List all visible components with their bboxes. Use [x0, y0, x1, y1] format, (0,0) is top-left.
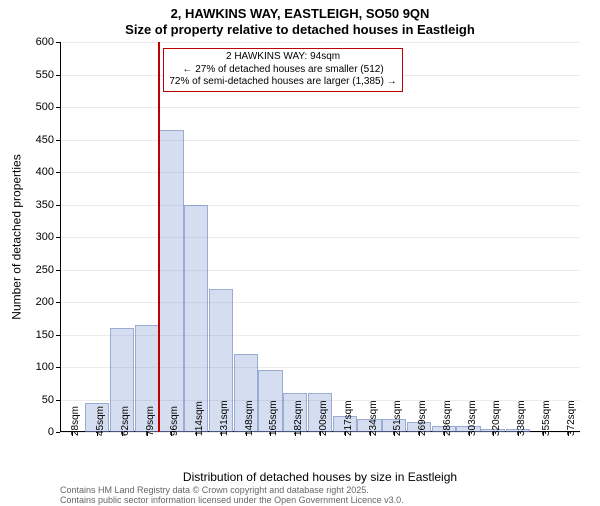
y-axis-label: Number of detached properties	[10, 42, 24, 432]
footer-line2: Contains public sector information licen…	[60, 496, 404, 506]
ytick-label: 150	[36, 329, 60, 341]
chart-container: 2, HAWKINS WAY, EASTLEIGH, SO50 9QN Size…	[0, 0, 600, 500]
ytick-label: 100	[36, 361, 60, 373]
xtick-label: 148sqm	[244, 400, 255, 436]
gridline	[60, 270, 580, 271]
xtick-label: 320sqm	[491, 400, 502, 436]
ytick-label: 300	[36, 231, 60, 243]
chart-title-line1: 2, HAWKINS WAY, EASTLEIGH, SO50 9QN	[0, 6, 600, 21]
ytick-label: 550	[36, 69, 60, 81]
ytick-label: 250	[36, 264, 60, 276]
ytick-label: 450	[36, 134, 60, 146]
gridline	[60, 107, 580, 108]
xtick-label: 79sqm	[145, 406, 156, 436]
gridline	[60, 140, 580, 141]
gridline	[60, 205, 580, 206]
xtick-label: 355sqm	[541, 400, 552, 436]
histogram-bar	[184, 205, 208, 433]
xtick-label: 338sqm	[516, 400, 527, 436]
ytick-label: 50	[42, 394, 60, 406]
x-axis-label: Distribution of detached houses by size …	[60, 470, 580, 484]
annotation-line: ← 27% of detached houses are smaller (51…	[168, 64, 398, 77]
ytick-label: 600	[36, 36, 60, 48]
gridline	[60, 172, 580, 173]
xtick-label: 62sqm	[120, 406, 131, 436]
ytick-label: 0	[48, 426, 60, 438]
chart-title-line2: Size of property relative to detached ho…	[0, 22, 600, 37]
ytick-label: 350	[36, 199, 60, 211]
gridline	[60, 42, 580, 43]
annotation-line: 72% of semi-detached houses are larger (…	[168, 76, 398, 89]
footer-attribution: Contains HM Land Registry data © Crown c…	[60, 486, 404, 498]
xtick-label: 217sqm	[343, 400, 354, 436]
plot-area: 05010015020025030035040045050055060028sq…	[60, 42, 580, 432]
ytick-label: 400	[36, 166, 60, 178]
subject-marker-line	[158, 42, 160, 432]
ytick-label: 500	[36, 101, 60, 113]
ytick-label: 200	[36, 296, 60, 308]
xtick-label: 165sqm	[268, 400, 279, 436]
gridline	[60, 302, 580, 303]
xtick-label: 372sqm	[566, 400, 577, 436]
gridline	[60, 237, 580, 238]
xtick-label: 303sqm	[467, 400, 478, 436]
xtick-label: 114sqm	[194, 401, 205, 436]
xtick-label: 28sqm	[70, 406, 81, 436]
xtick-label: 45sqm	[95, 406, 106, 436]
xtick-label: 286sqm	[442, 400, 453, 436]
xtick-label: 131sqm	[219, 400, 230, 436]
xtick-label: 269sqm	[417, 400, 428, 436]
annotation-box: 2 HAWKINS WAY: 94sqm← 27% of detached ho…	[163, 48, 403, 92]
xtick-label: 251sqm	[392, 400, 403, 436]
xtick-label: 200sqm	[318, 400, 329, 436]
xtick-label: 96sqm	[169, 406, 180, 436]
annotation-line: 2 HAWKINS WAY: 94sqm	[168, 51, 398, 64]
xtick-label: 234sqm	[368, 400, 379, 436]
histogram-bar	[159, 130, 183, 432]
xtick-label: 182sqm	[293, 400, 304, 436]
